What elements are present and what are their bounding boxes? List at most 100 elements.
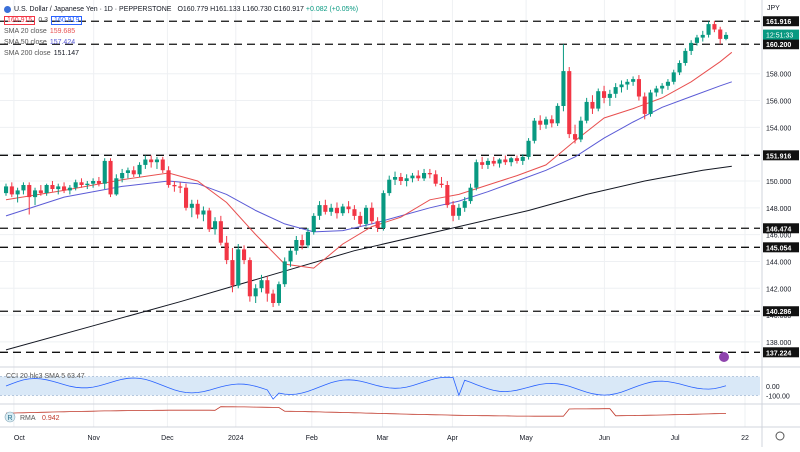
candle-body xyxy=(584,101,589,121)
sma200-value: 151.147 xyxy=(53,50,80,57)
candle-body xyxy=(544,119,549,125)
candle-body xyxy=(50,185,55,189)
candle-body xyxy=(451,205,456,216)
candle-body xyxy=(294,240,299,251)
level-label-bg xyxy=(763,16,799,27)
candle-body xyxy=(56,186,61,190)
level-label: 137.224 xyxy=(766,350,791,357)
candle-body xyxy=(364,207,369,224)
level-label-bg xyxy=(763,223,799,234)
time-tick-label: Feb xyxy=(306,435,318,442)
ohlc-values: O160.779 H161.133 L160.730 C160.917 xyxy=(177,6,304,13)
sma20-label: SMA 20 close xyxy=(4,28,47,35)
candle-body xyxy=(131,170,136,175)
candle-body xyxy=(700,34,705,38)
symbol-row: U.S. Dollar / Japanese Yen · 1D · PEPPER… xyxy=(4,4,358,15)
candle-body xyxy=(573,134,578,140)
level-label: 151.916 xyxy=(766,153,791,160)
candle-body xyxy=(79,182,84,185)
cci-line xyxy=(5,376,727,400)
candle-body xyxy=(21,185,26,191)
candle-body xyxy=(671,72,676,82)
usd-flag-icon xyxy=(4,6,11,13)
candle-body xyxy=(677,63,682,73)
sell-price-button[interactable]: 160.915 xyxy=(4,16,36,25)
currency-label[interactable]: JPY xyxy=(767,5,780,12)
rma-label[interactable]: RMA xyxy=(20,415,36,422)
candle-body xyxy=(689,42,694,51)
candle-body xyxy=(526,140,531,157)
candle-body xyxy=(480,162,485,165)
candle-body xyxy=(474,162,479,188)
candle-body xyxy=(143,159,148,165)
candle-body xyxy=(73,182,78,188)
candle-body xyxy=(236,249,241,286)
candle-body xyxy=(433,174,438,184)
sma200-row[interactable]: SMA 200 close 151.147 xyxy=(4,48,358,59)
candle-body xyxy=(340,206,345,214)
time-tick-label: May xyxy=(520,435,534,442)
alert-icon[interactable] xyxy=(719,352,729,362)
candle-body xyxy=(91,181,96,184)
level-label: 161.916 xyxy=(766,19,791,26)
candle-body xyxy=(218,221,223,243)
time-tick-label: Nov xyxy=(87,435,100,442)
candle-body xyxy=(567,71,572,135)
candle-body xyxy=(108,160,113,195)
gear-icon[interactable] xyxy=(775,431,785,441)
time-tick-label: Jul xyxy=(671,435,680,442)
level-label: 160.200 xyxy=(766,42,791,49)
candle-body xyxy=(491,160,496,164)
buy-price-button[interactable]: 160.919 xyxy=(51,16,83,25)
time-tick-label: Dec xyxy=(161,435,174,442)
countdown-label: 12:51:33 xyxy=(766,33,793,40)
candle-body xyxy=(393,177,398,180)
candle-body xyxy=(213,221,218,230)
candle-body xyxy=(201,210,206,215)
candle-body xyxy=(636,79,641,97)
candle-body xyxy=(67,187,72,191)
cci-label[interactable]: CCI 20 hlc3 SMA 5 63.47 xyxy=(6,373,85,380)
candle-body xyxy=(334,207,339,214)
cci-tick: -100.00 xyxy=(766,393,790,400)
sma50-label: SMA 50 close xyxy=(4,39,47,46)
time-tick-label: Jun xyxy=(599,435,610,442)
candle-body xyxy=(590,101,595,109)
level-label-bg xyxy=(763,347,799,358)
candle-body xyxy=(555,105,560,124)
candle-body xyxy=(358,215,363,224)
price-tick-label: 146.000 xyxy=(766,233,791,240)
candle-body xyxy=(381,193,386,228)
candle-body xyxy=(247,260,252,297)
candle-body xyxy=(613,87,618,94)
candle-body xyxy=(33,190,38,198)
candle-body xyxy=(538,120,543,125)
candle-body xyxy=(416,175,421,179)
sma200-label: SMA 200 close xyxy=(4,50,51,57)
price-tick-label: 156.000 xyxy=(766,99,791,106)
candle-body xyxy=(520,156,525,161)
symbol-title[interactable]: U.S. Dollar / Japanese Yen · 1D · PEPPER… xyxy=(14,6,172,13)
candle-body xyxy=(282,261,287,285)
candle-body xyxy=(259,280,264,289)
candle-body xyxy=(468,187,473,202)
price-tick-label: 148.000 xyxy=(766,206,791,213)
sma50-row[interactable]: SMA 50 close 157.424 xyxy=(4,37,358,48)
candle-body xyxy=(503,159,508,163)
candle-body xyxy=(85,183,90,185)
candle-body xyxy=(9,186,14,195)
candle-body xyxy=(178,186,183,188)
candle-body xyxy=(549,119,554,124)
candle-body xyxy=(375,221,380,228)
price-change: +0.082 (+0.05%) xyxy=(305,6,359,13)
sma20-row[interactable]: SMA 20 close 159.685 xyxy=(4,26,358,37)
candle-body xyxy=(404,178,409,181)
level-label: 140.286 xyxy=(766,309,791,316)
sma20-value: 159.685 xyxy=(49,28,76,35)
candle-body xyxy=(596,91,601,109)
candle-body xyxy=(462,201,467,208)
candle-body xyxy=(410,175,415,179)
trade-row: 160.915 0.3 160.919 xyxy=(4,15,358,26)
